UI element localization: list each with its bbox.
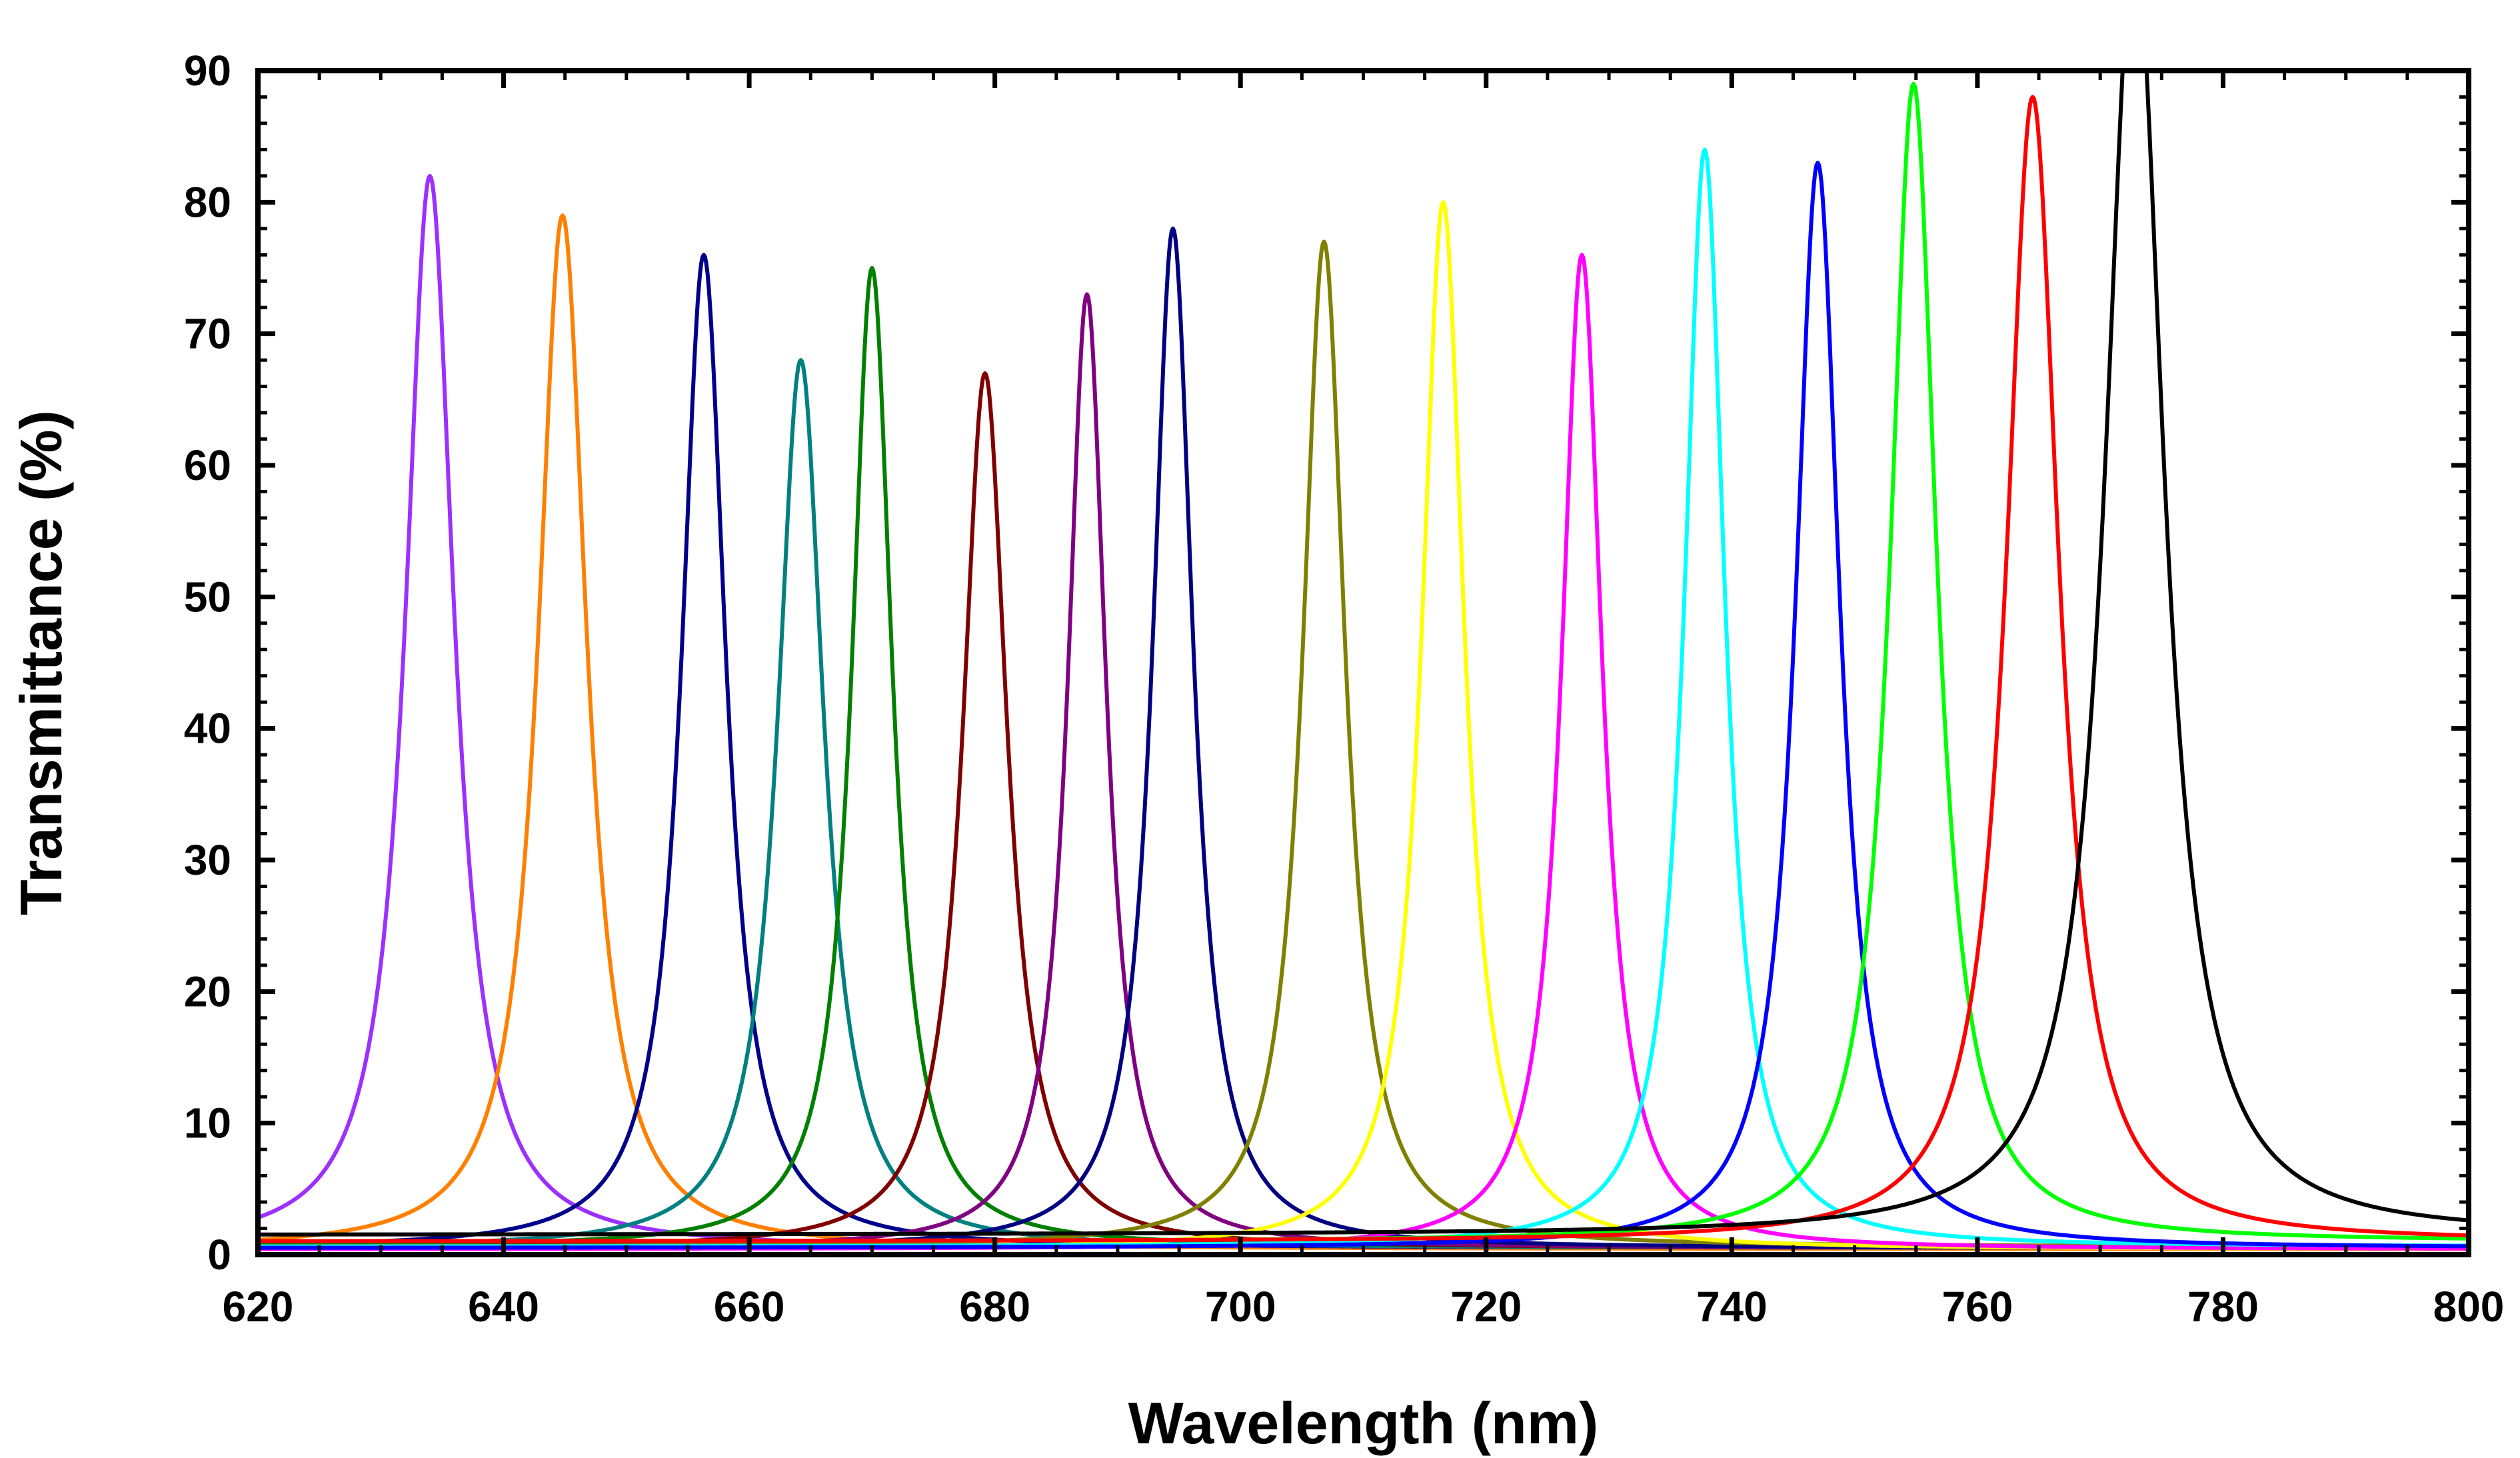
y-tick-label: 30 — [184, 836, 231, 884]
series-line-4 — [258, 358, 2469, 1250]
series-layer — [258, 71, 2469, 1251]
y-tick-label: 90 — [184, 47, 231, 95]
x-tick-label: 720 — [1450, 1283, 1522, 1331]
x-tick-label: 760 — [1941, 1283, 2013, 1331]
y-tick-label: 40 — [184, 705, 231, 753]
y-tick-label: 0 — [207, 1231, 231, 1279]
series-line-15 — [258, 95, 2469, 1243]
x-tick-label: 780 — [2187, 1283, 2259, 1331]
x-tick-label: 740 — [1696, 1283, 1768, 1331]
series-line-6 — [258, 371, 2469, 1250]
y-axis-title: Transmittance (%) — [8, 410, 74, 915]
series-line-16 — [258, 71, 2469, 1237]
x-tick-label: 680 — [959, 1283, 1030, 1331]
ticks-layer — [255, 68, 2471, 1257]
tick-labels-layer: 620 640 660 680 700 720 740 760 780 800 0 10 20 30 40 5… — [184, 47, 2505, 1331]
x-tick-label: 620 — [223, 1283, 294, 1331]
y-tick-label: 20 — [184, 967, 231, 1015]
y-tick-label: 70 — [184, 310, 231, 358]
y-tick-label: 60 — [184, 441, 231, 489]
series-line-2 — [258, 213, 2469, 1251]
x-tick-label: 700 — [1205, 1283, 1276, 1331]
series-line-10 — [258, 200, 2469, 1251]
series-line-9 — [258, 239, 2469, 1249]
series-line-8 — [258, 226, 2469, 1250]
series-line-3 — [258, 253, 2469, 1250]
series-line-7 — [258, 292, 2469, 1250]
y-tick-label: 10 — [184, 1099, 231, 1147]
y-tick-label: 50 — [184, 573, 231, 621]
y-tick-label: 80 — [184, 178, 231, 226]
x-tick-label: 640 — [468, 1283, 539, 1331]
series-line-5 — [258, 266, 2469, 1249]
x-tick-label: 800 — [2433, 1283, 2505, 1331]
x-axis-title: Wavelength (nm) — [1128, 1390, 1599, 1456]
series-line-11 — [258, 253, 2469, 1251]
x-tick-label: 660 — [714, 1283, 785, 1331]
